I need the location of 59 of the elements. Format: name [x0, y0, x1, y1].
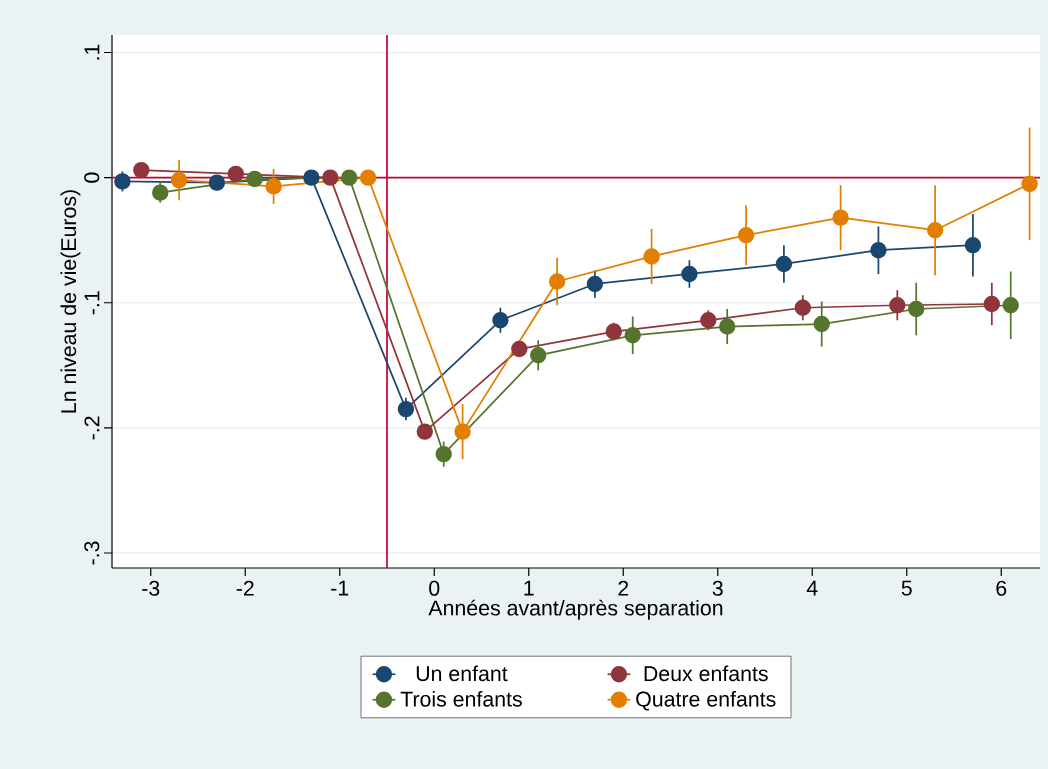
- point: [265, 178, 282, 195]
- point: [813, 315, 830, 333]
- x-tick-label: -3: [142, 580, 160, 596]
- point: [548, 273, 566, 290]
- point: [643, 248, 660, 265]
- point: [870, 242, 887, 259]
- point: [681, 265, 698, 283]
- point: [246, 170, 263, 188]
- point: [908, 300, 925, 318]
- point: [605, 323, 623, 340]
- point: [983, 295, 1001, 313]
- x-tick-label: 3: [712, 580, 723, 596]
- point: [700, 312, 717, 329]
- point: [435, 445, 452, 463]
- y-axis-title: Ln niveau de vie(Euros): [60, 190, 81, 413]
- x-tick-label: 1: [524, 580, 534, 596]
- y-tick-label: 0: [84, 172, 100, 183]
- point: [454, 423, 471, 440]
- point: [170, 171, 188, 189]
- legend-label: Trois enfants: [400, 690, 522, 707]
- point: [227, 165, 245, 183]
- point: [511, 340, 528, 358]
- point: [737, 226, 755, 244]
- x-tick-label: 0: [429, 580, 440, 596]
- x-tick-label: 6: [996, 580, 1007, 596]
- point: [530, 347, 547, 364]
- point: [492, 312, 509, 329]
- y-tick-label: -.3: [84, 541, 100, 565]
- point: [889, 297, 906, 314]
- point: [133, 161, 150, 179]
- point: [208, 174, 226, 191]
- point: [322, 169, 339, 186]
- point: [775, 255, 793, 273]
- y-tick-label: .1: [84, 44, 100, 60]
- point: [586, 275, 604, 293]
- y-tick-label: -.2: [84, 416, 100, 440]
- x-axis-title: Années avant/après separation: [428, 599, 723, 620]
- x-tick-label: -2: [236, 580, 254, 596]
- point: [794, 299, 812, 316]
- legend-label: Quatre enfants: [636, 691, 776, 711]
- legend-label: Deux enfants: [644, 665, 768, 682]
- point: [359, 169, 377, 186]
- x-tick-label: 2: [618, 580, 629, 596]
- point: [1021, 175, 1038, 193]
- point: [832, 209, 849, 226]
- point: [719, 318, 736, 335]
- x-tick-label: 5: [901, 580, 912, 596]
- x-tick-label: -1: [331, 580, 349, 596]
- point: [341, 169, 358, 186]
- point: [926, 221, 944, 239]
- point: [397, 400, 415, 418]
- y-tick-label: -.1: [84, 291, 100, 315]
- point: [1002, 297, 1019, 314]
- legend-label: Un enfant: [416, 665, 508, 682]
- point: [624, 327, 641, 344]
- point: [303, 169, 320, 186]
- point: [416, 423, 434, 440]
- point: [964, 236, 982, 254]
- x-tick-label: 4: [806, 580, 818, 596]
